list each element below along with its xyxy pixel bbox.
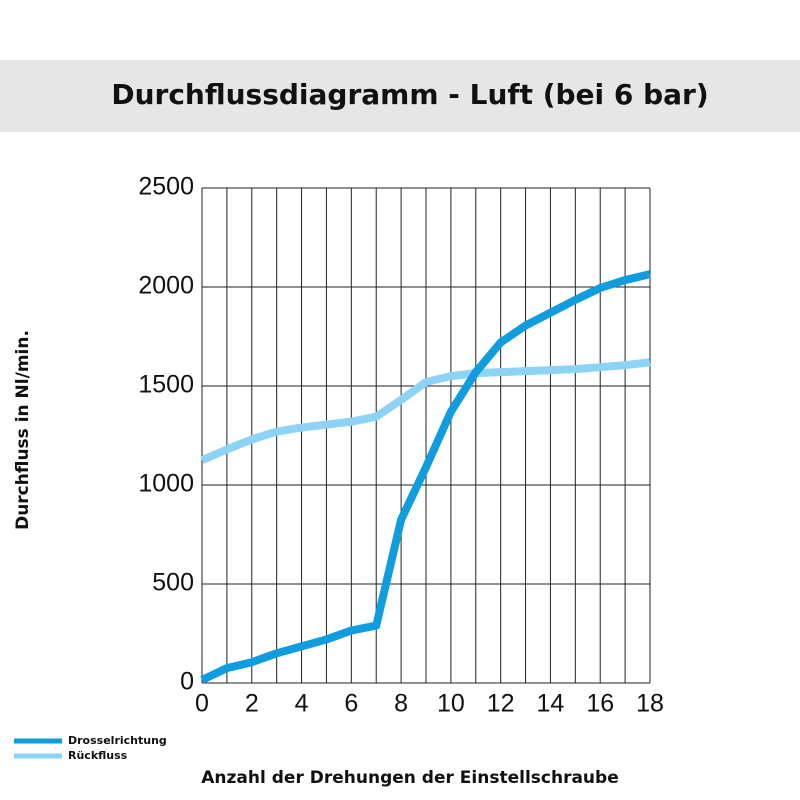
data-line (200, 358, 651, 464)
x-tick-label: 6 (344, 690, 358, 718)
x-tick-label: 2 (245, 690, 259, 718)
y-tick-label: 1500 (138, 371, 194, 399)
y-tick-label: 500 (152, 569, 194, 597)
legend-label: Drosselrichtung (68, 734, 167, 747)
y-tick-label: 1000 (138, 470, 194, 498)
y-tick-label: 0 (180, 668, 194, 696)
x-tick-label: 14 (537, 690, 565, 718)
x-tick-label: 12 (487, 690, 515, 718)
y-tick-label: 2500 (138, 173, 194, 201)
chart-title: Durchflussdiagramm - Luft (bei 6 bar) (111, 78, 708, 111)
legend-label: Rückfluss (68, 749, 128, 762)
x-tick-label: 18 (636, 690, 664, 718)
y-tick-label: 2000 (138, 272, 194, 300)
x-axis-label: Anzahl der Drehungen der Einstellschraub… (201, 768, 618, 788)
data-line (200, 270, 651, 684)
title-band (0, 60, 800, 132)
y-axis-label: Durchfluss in Nl/min. (13, 330, 33, 530)
x-tick-label: 16 (586, 690, 614, 718)
x-tick-label: 4 (295, 690, 309, 718)
x-tick-label: 8 (394, 690, 408, 718)
x-tick-label: 10 (437, 690, 465, 718)
x-tick-label: 0 (195, 690, 209, 718)
